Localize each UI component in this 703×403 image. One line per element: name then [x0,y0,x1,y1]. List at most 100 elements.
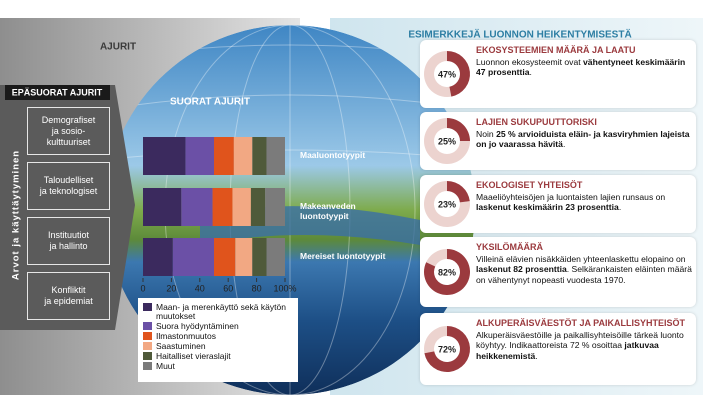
donut-value [447,118,470,141]
example-heading: ALKUPERÄISVÄESTÖT JA PAIKALLISYHTEISÖT [476,318,686,328]
bar-segment [265,188,285,226]
donut-track [424,51,452,97]
bar-segment [266,238,285,276]
example-heading: YKSILÖMÄÄRÄ [476,242,543,252]
bar-segment [212,188,233,226]
x-tick-label: 80 [252,283,262,293]
example-body: Luonnon ekosysteemit ovat vähentyneet ke… [476,57,694,78]
bar-segment [266,137,285,175]
indirect-panel [0,85,135,330]
driver-box: Taloudelliset ja teknologiset [27,162,110,210]
driver-label: ja hallinto [49,241,88,251]
example-text-part: . [529,67,532,77]
example-text-part: laskenut keskimäärin 23 prosenttia [476,202,619,212]
bar-segment [252,238,267,276]
legend-label: Maan- ja merenkäyttö sekä käytön muutoks… [156,302,286,321]
example-text: LAJIEN SUKUPUUTTORISKI Noin 25 % arvioidu… [476,117,694,150]
legend-item: Muut [143,362,295,371]
indirect-header [5,85,110,100]
example-body: Maaeliöyhteisöjen ja luontaisten lajien … [476,192,694,213]
legend-swatch [143,342,152,350]
indirect-title: EPÄSUORAT AJURIT [12,87,103,97]
donut-track [424,118,470,164]
indirect-axis-label: Arvot ja käyttäytyminen [11,150,22,280]
legend-swatch [143,362,152,370]
example-body: Alkuperäisväestöille ja paikallisyhteisö… [476,330,694,362]
bar-segment [233,137,253,175]
legend-item: Saastuminen [143,342,295,351]
legend-item: Suora hyödyntäminen [143,322,295,331]
example-text-part: Maaeliöyhteisöjen ja luontaisten lajien … [476,191,666,202]
driver-box: Demografiset ja sosio-kulttuuriset [27,107,110,155]
example-text-part: . [618,202,622,212]
driver-label: ja teknologiset [39,186,98,196]
example-body: Noin 25 % arvioiduista eläin- ja kasviry… [476,129,694,150]
example-text: ALKUPERÄISVÄESTÖT JA PAIKALLISYHTEISÖT Al… [476,318,694,361]
donut-value [447,51,471,97]
example-text-part: . [535,350,538,361]
bar-segment [214,238,236,276]
category-label: Makeanveden luontotyypit [300,201,356,221]
bar-segment [232,188,251,226]
chart-title: SUORAT AJURIT [170,97,250,108]
example-text-part: 25 % arvioiduista eläin- ja kasviryhmien… [476,128,690,150]
legend-item: Haitalliset vieraslajit [143,352,295,361]
x-tick-label: 60 [223,283,233,293]
donut-label: 47% [438,69,456,79]
donut-value [424,326,470,372]
x-tick-label: 40 [195,283,205,293]
legend-item: Maan- ja merenkäyttö sekä käytön muutoks… [143,303,295,321]
donut-label: 25% [438,136,456,146]
legend-label: Ilmastonmuutos [156,331,216,341]
category-label: Maaluontotyypit [300,150,366,160]
bar-segment [185,137,214,175]
bar-segment [252,137,267,175]
example-text: YKSILÖMÄÄRÄ Villeinä elävien nisäkkäiden … [476,242,694,285]
example-text: EKOSYSTEEMIEN MÄÄRÄ JA LAATU Luonnon ekos… [476,45,694,78]
example-heading: EKOLOGISET YHTEISÖT [476,180,583,190]
driver-box: Konfliktit ja epidemiat [27,272,110,320]
x-tick-label: 0 [140,283,145,293]
donut-label: 23% [438,199,456,209]
example-text-part: . [562,139,566,149]
bar-segment [143,137,186,175]
driver-label: ja epidemiat [44,296,93,306]
x-tick-label: 20 [166,283,176,293]
driver-label: Taloudelliset [43,175,94,185]
drivers-title: AJURIT [100,42,136,53]
donut-track [426,249,447,267]
example-heading: LAJIEN SUKUPUUTTORISKI [476,117,597,127]
x-tick-label: 100% [273,283,296,293]
legend-swatch [143,303,152,311]
legend-label: Haitalliset vieraslajit [156,351,231,361]
bar-segment [143,188,182,226]
bar-segment [235,238,253,276]
bar-segment [143,238,173,276]
category-label: Mereiset luontotyypit [300,251,386,261]
donut-track [424,181,470,227]
legend-label: Saastuminen [156,341,206,351]
example-text-part: jatkuvaa heikkenemistä [476,340,659,361]
driver-label: Instituutiot [47,230,90,240]
legend-item: Ilmastonmuutos [143,332,295,341]
driver-label: Konfliktit [51,285,86,295]
example-text-part: Luonnon ekosysteemit ovat [476,56,584,67]
examples-title: ESIMERKKEJÄ LUONNON HEIKENTYMISESTÄ [408,28,631,41]
bar-segment [172,238,214,276]
donut-label: 82% [438,267,456,277]
legend-swatch [143,332,152,340]
example-text-part: vähentyneet keskimäärin 47 prosenttia [476,56,686,78]
legend-swatch [143,352,152,360]
legend-label: Suora hyödyntäminen [156,321,239,331]
example-text-part: Villeinä elävien nisäkkäiden yhteenlaske… [476,253,686,264]
example-body: Villeinä elävien nisäkkäiden yhteenlaske… [476,254,694,286]
driver-label: kulttuuriset [46,136,91,147]
donut-value [424,249,470,295]
legend-label: Muut [156,361,175,371]
legend-swatch [143,322,152,330]
donut-value [447,181,470,203]
example-text-part: . Selkärankaisten eläinten määrä on vähe… [476,264,692,285]
driver-label: ja sosio- [51,125,86,136]
example-text-part: laskenut 82 prosenttia [476,264,567,274]
